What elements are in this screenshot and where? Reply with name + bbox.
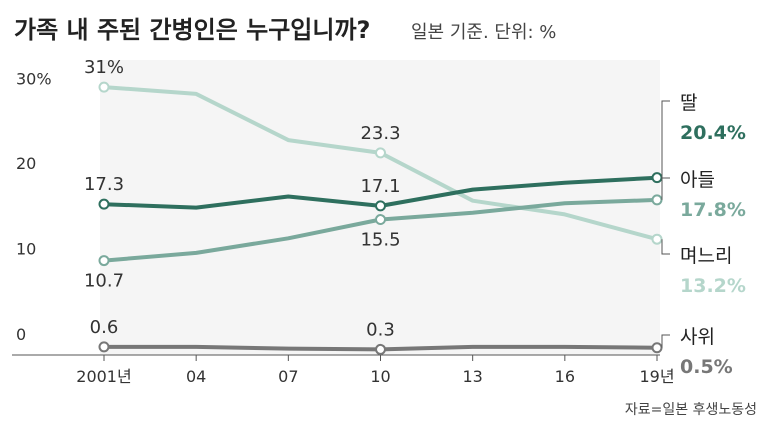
data-point: [98, 341, 110, 353]
leader-line: [661, 177, 670, 200]
legend-series-name: 딸: [680, 92, 697, 114]
x-tick-label: 10: [370, 367, 390, 386]
x-tick-label: 07: [278, 367, 298, 386]
data-label: 17.3: [84, 174, 124, 195]
data-point: [651, 172, 663, 184]
chart-title: 가족 내 주된 간병인은 누구입니까?: [14, 16, 370, 44]
legend-series-name: 며느리: [680, 245, 732, 267]
legend-series-value: 20.4%: [680, 122, 746, 144]
data-label: 0.3: [366, 319, 395, 340]
legend-series-name: 아들: [680, 169, 715, 191]
leader-line: [661, 334, 670, 348]
data-point: [375, 200, 386, 212]
data-label: 17.1: [360, 176, 400, 197]
legend-series-value: 0.5%: [680, 356, 733, 378]
x-tick-label: 13: [462, 367, 482, 386]
source-note: 자료=일본 후생노동성: [625, 402, 757, 418]
data-point: [375, 214, 386, 226]
x-tick-label: 19년: [639, 367, 674, 386]
y-tick-label: 10: [16, 240, 36, 259]
data-point: [98, 255, 110, 267]
data-point: [98, 81, 110, 93]
x-tick-label: 2001년: [76, 367, 131, 386]
x-tick-label: 16: [555, 367, 575, 386]
leader-line: [661, 100, 670, 178]
data-point: [98, 198, 110, 210]
data-label: 23.3: [360, 123, 400, 144]
series-layer: [98, 81, 663, 355]
leader-line: [661, 239, 670, 255]
data-point: [651, 342, 663, 354]
data-point: [375, 147, 386, 159]
y-tick-label: 30%: [16, 70, 52, 89]
axes: 2001년 04 07 10 13 16 19년 0 10 20 30%: [12, 70, 675, 386]
legend-series-value: 13.2%: [680, 275, 746, 297]
y-tick-label: 20: [16, 154, 36, 173]
data-point: [651, 194, 663, 206]
chart-subtitle: 일본 기준. 단위: %: [411, 22, 556, 43]
data-point: [651, 233, 663, 245]
data-label: 15.5: [360, 230, 400, 251]
data-point: [375, 343, 386, 355]
labels-layer: 31% 23.3 며느리 13.2% 17.3 17.1 딸 20.4% 10.7 15.5 아들 1…: [84, 57, 746, 378]
legend-series-value: 17.8%: [680, 199, 746, 221]
data-label: 31%: [84, 57, 124, 78]
y-tick-label: 0: [16, 325, 26, 344]
data-label: 0.6: [90, 317, 119, 338]
data-label: 10.7: [84, 271, 124, 292]
legend-series-name: 사위: [680, 326, 715, 348]
x-tick-label: 04: [186, 367, 206, 386]
